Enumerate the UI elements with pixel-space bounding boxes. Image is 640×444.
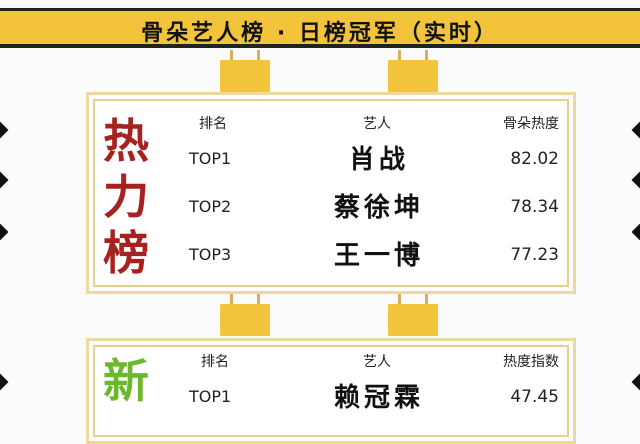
hot-ranking-board: 热 力 榜 排名 艺人 骨朵热度 TOP1 肖战 82.02 TOP2 蔡徐坤 …	[86, 92, 576, 294]
header-score: 热度指数	[503, 354, 559, 370]
arrow-icon	[0, 121, 9, 139]
side-label: 新	[103, 354, 149, 408]
arrow-icon	[631, 121, 640, 139]
hanger	[220, 294, 270, 336]
hanger	[388, 50, 438, 92]
artist-name: 赖冠霖	[333, 383, 424, 413]
score: 77.23	[510, 245, 559, 265]
score: 82.02	[510, 149, 559, 169]
hanger	[388, 294, 438, 336]
hanger	[220, 50, 270, 92]
score: 78.34	[510, 197, 559, 217]
new-ranking-board: 新 排名 艺人 热度指数 TOP1 赖冠霖 47.45	[86, 338, 576, 444]
arrow-icon	[631, 373, 640, 391]
artist-name: 蔡徐坤	[333, 193, 424, 223]
artist-name: 王一博	[333, 241, 424, 271]
header-rank: 排名	[199, 116, 227, 132]
arrow-icon	[0, 171, 9, 189]
side-label: 力	[103, 170, 149, 224]
side-label: 热	[103, 114, 149, 168]
header-artist: 艺人	[363, 116, 391, 132]
arrow-icon	[631, 171, 640, 189]
rank: TOP2	[189, 197, 232, 216]
header-rank: 排名	[201, 354, 229, 370]
rank: TOP3	[189, 245, 232, 264]
rank: TOP1	[189, 149, 232, 168]
rank: TOP1	[189, 387, 232, 406]
header-artist: 艺人	[363, 354, 391, 370]
side-label: 榜	[103, 226, 149, 280]
title-banner: 骨朵艺人榜 · 日榜冠军（实时）	[0, 8, 640, 48]
header-score: 骨朵热度	[503, 116, 559, 132]
banner-title: 骨朵艺人榜 · 日榜冠军（实时）	[141, 21, 499, 46]
arrow-icon	[0, 373, 9, 391]
arrow-icon	[631, 223, 640, 241]
score: 47.45	[510, 387, 559, 407]
arrow-icon	[0, 223, 9, 241]
artist-name: 肖战	[348, 145, 409, 175]
